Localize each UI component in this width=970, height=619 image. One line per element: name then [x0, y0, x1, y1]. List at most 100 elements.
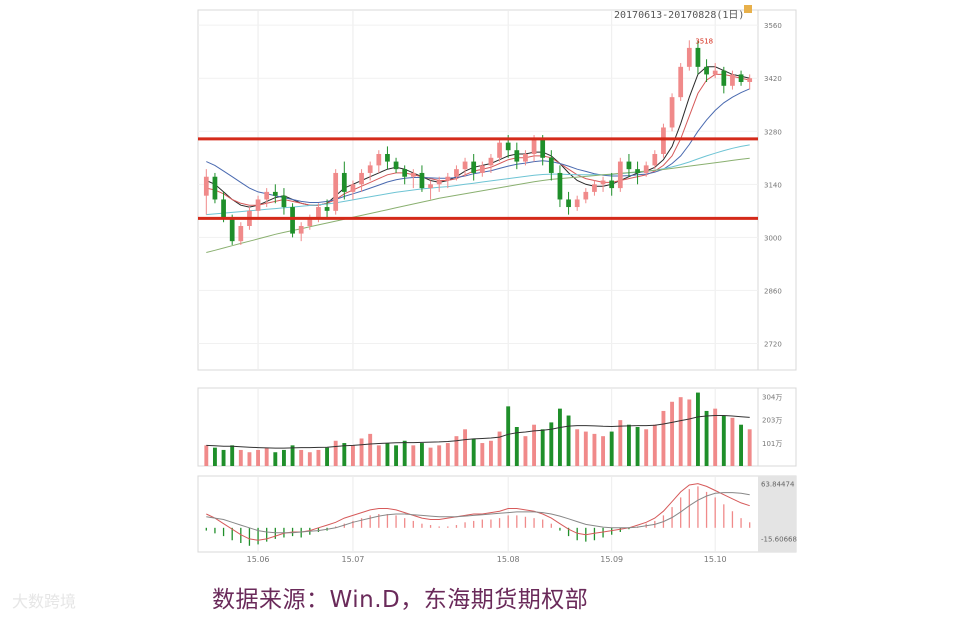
candle-body — [419, 172, 425, 189]
volume-bar — [514, 427, 519, 466]
volume-bar — [687, 399, 692, 466]
candle-body — [523, 154, 528, 162]
volume-tick-label: 304万 — [762, 393, 782, 401]
volume-bar — [238, 449, 243, 466]
volume-bar — [506, 406, 511, 466]
candle-body — [333, 172, 339, 211]
volume-bar — [480, 443, 485, 466]
volume-bar — [721, 415, 726, 466]
candle-body — [471, 161, 477, 173]
volume-bar — [601, 436, 606, 466]
volume-bar — [402, 440, 407, 466]
candle-body — [445, 176, 451, 181]
volume-bar — [661, 410, 666, 466]
candle-body — [738, 74, 744, 82]
volume-bar — [437, 445, 442, 466]
volume-bar — [523, 436, 528, 466]
candle-body — [229, 218, 235, 242]
volume-bar — [704, 410, 709, 466]
volume-bar — [204, 445, 209, 466]
candle-body — [686, 47, 692, 67]
candle-body — [592, 184, 597, 192]
candle-body — [617, 161, 623, 189]
candle-body — [410, 172, 416, 177]
candle-body — [367, 165, 373, 173]
volume-bar — [635, 427, 640, 466]
candle-body — [540, 138, 546, 158]
volume-bar — [549, 422, 554, 466]
settings-icon[interactable] — [744, 5, 752, 13]
volume-bar — [713, 408, 718, 466]
volume-tick-label: 101万 — [762, 440, 782, 448]
candle-body — [497, 142, 502, 158]
volume-bar — [342, 443, 347, 466]
candle-body — [488, 157, 494, 166]
volume-bar — [411, 445, 416, 466]
x-tick-label: 15.08 — [497, 555, 520, 564]
candle-body — [626, 161, 632, 170]
volume-bar — [592, 433, 597, 466]
volume-bar — [307, 452, 312, 466]
volume-bar — [290, 445, 295, 466]
volume-bar — [212, 447, 217, 466]
candle-body — [548, 157, 554, 173]
volume-bar — [368, 433, 373, 466]
candle-body — [583, 191, 589, 200]
volume-bar — [644, 429, 649, 466]
volume-bar — [678, 397, 683, 466]
x-tick-label: 15.09 — [600, 555, 623, 564]
y-tick-label: 2720 — [764, 340, 782, 348]
candle-body — [428, 184, 433, 189]
volume-bar — [609, 431, 614, 466]
volume-bar — [575, 429, 580, 466]
candle-body — [281, 195, 287, 208]
candle-body — [462, 161, 468, 170]
candle-body — [704, 66, 709, 75]
volume-bar — [394, 445, 399, 466]
candle-body — [316, 207, 321, 219]
candle-body — [290, 207, 295, 234]
source-caption: 数据来源：Win.D，东海期货期权部 — [212, 587, 589, 613]
candle-body — [643, 165, 649, 173]
candle-body — [695, 47, 701, 67]
volume-bar — [488, 440, 493, 466]
volume-bar — [652, 424, 657, 466]
volume-bar — [557, 408, 562, 466]
volume-bar — [419, 443, 424, 466]
volume-bar — [350, 445, 355, 466]
candle-body — [272, 191, 278, 196]
volume-bar — [247, 452, 252, 466]
peak-label: 3518 — [695, 37, 713, 45]
macd-tick-label: -15.60668 — [761, 536, 797, 544]
candle-body — [557, 172, 563, 200]
volume-bar — [256, 449, 261, 466]
volume-bar — [454, 436, 459, 466]
candle-body — [402, 169, 408, 177]
volume-bar — [281, 449, 286, 466]
volume-bar — [618, 420, 623, 466]
y-tick-label: 3280 — [764, 128, 782, 136]
candle-body — [359, 172, 364, 185]
candle-body — [505, 142, 511, 151]
volume-bar — [221, 449, 226, 466]
candle-body — [574, 199, 580, 208]
volume-bar — [471, 438, 476, 466]
volume-bar — [299, 449, 304, 466]
volume-bar — [333, 440, 338, 466]
volume-bar — [316, 449, 321, 466]
volume-bar — [532, 424, 537, 466]
volume-bar — [376, 445, 381, 466]
volume-bar — [428, 447, 433, 466]
volume-bar — [540, 429, 545, 466]
candle-body — [393, 161, 399, 170]
candle-body — [255, 199, 261, 211]
macd-tick-label: 63.84474 — [761, 481, 795, 489]
candle-body — [350, 184, 356, 192]
candle-body — [635, 169, 640, 173]
volume-bar — [230, 445, 235, 466]
volume-bar — [463, 429, 468, 466]
moving-average-line — [206, 88, 750, 203]
volume-bar — [730, 417, 735, 466]
